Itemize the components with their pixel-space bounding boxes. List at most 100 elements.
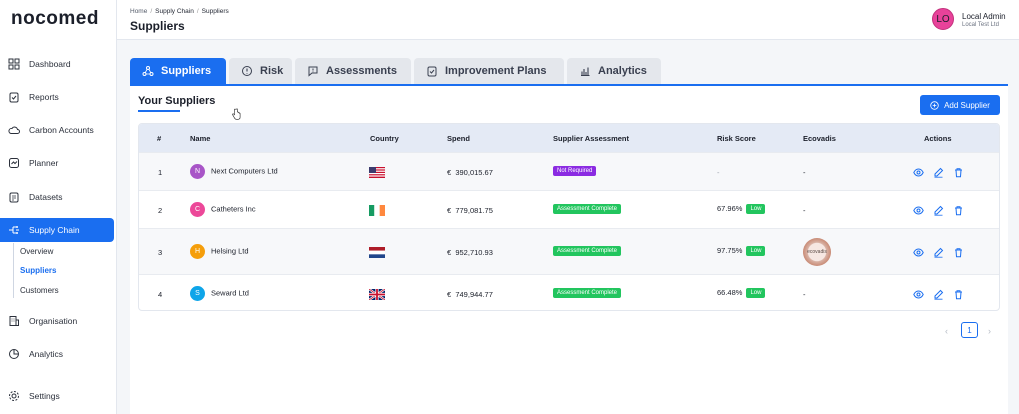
ireland-flag-icon — [369, 205, 385, 216]
hand-cursor-icon — [232, 108, 241, 120]
supplier-name-cell[interactable]: H Helsing Ltd — [190, 244, 249, 259]
supplier-name-cell[interactable]: N Next Computers Ltd — [190, 164, 278, 179]
card-title: Your Suppliers — [138, 95, 216, 107]
sidebar-item-label: Analytics — [29, 349, 64, 359]
spend-cell: € 779,081.75 — [447, 206, 493, 215]
supplier-avatar: S — [190, 286, 205, 301]
delete-icon[interactable] — [953, 167, 964, 178]
sidebar-item-carbon-accounts[interactable]: Carbon Accounts — [0, 118, 114, 142]
dataset-icon — [8, 191, 20, 203]
subnav-item-suppliers[interactable]: Suppliers — [20, 266, 57, 275]
view-icon[interactable] — [913, 205, 924, 216]
sidebar-item-label: Carbon Accounts — [29, 125, 94, 135]
risk-score: 97.75% — [717, 246, 743, 255]
suppliers-card: Your Suppliers Add Supplier # Name Count… — [130, 84, 1008, 414]
page-title: Suppliers — [130, 19, 185, 33]
plus-circle-icon — [930, 100, 939, 110]
top-header: Home / Supply Chain / Suppliers Suppliers LO… — [117, 0, 1019, 40]
edit-icon[interactable] — [933, 167, 944, 178]
add-supplier-button[interactable]: Add Supplier — [920, 95, 1000, 115]
spend-cell: € 749,944.77 — [447, 290, 493, 299]
sidebar-item-label: Settings — [29, 391, 60, 401]
column-header-risk-score[interactable]: Risk Score — [717, 134, 756, 143]
assessment-badge: Assessment Complete — [553, 288, 622, 298]
column-header-country[interactable]: Country — [370, 134, 399, 143]
subnav-line — [13, 243, 14, 298]
table-row[interactable]: 2 C Catheters Inc € 779,081.75 Assessment… — [139, 190, 999, 228]
clipboard-check-icon — [426, 65, 438, 77]
supplier-avatar: N — [190, 164, 205, 179]
sidebar-item-label: Organisation — [29, 316, 78, 326]
view-icon[interactable] — [913, 289, 924, 300]
tab-label: Risk — [260, 65, 284, 77]
tab-suppliers[interactable]: Suppliers — [130, 58, 226, 84]
column-header-spend[interactable]: Spend — [447, 134, 470, 143]
tab-improvement-plans[interactable]: Improvement Plans — [414, 58, 564, 84]
pagination-next[interactable]: › — [988, 326, 991, 336]
assessment-icon — [307, 65, 319, 77]
edit-icon[interactable] — [933, 247, 944, 258]
spend-value: 779,081.75 — [455, 206, 493, 215]
supplier-name: Next Computers Ltd — [211, 166, 278, 176]
delete-icon[interactable] — [953, 289, 964, 300]
breadcrumb-suppliers: Suppliers — [201, 8, 229, 15]
app-logo: nocomed — [11, 8, 99, 29]
ecovadis-cell: - — [803, 290, 806, 299]
building-icon — [8, 315, 20, 327]
user-avatar[interactable]: LO — [932, 8, 954, 30]
column-header-number: # — [157, 134, 162, 143]
breadcrumb-home[interactable]: Home — [130, 8, 148, 15]
risk-score-cell: 67.96% Low — [717, 204, 766, 215]
us-flag-icon — [369, 167, 385, 178]
delete-icon[interactable] — [953, 247, 964, 258]
supplier-avatar: H — [190, 244, 205, 259]
sidebar-item-reports[interactable]: Reports — [0, 85, 114, 109]
sidebar-item-settings[interactable]: Settings — [0, 384, 114, 408]
uk-flag-icon — [369, 289, 385, 300]
sidebar-item-planner[interactable]: Planner — [0, 151, 114, 175]
view-icon[interactable] — [913, 167, 924, 178]
column-header-supplier-assessment[interactable]: Supplier Assessment — [553, 134, 629, 143]
card-title-underline — [138, 110, 180, 112]
sidebar-item-dashboard[interactable]: Dashboard — [0, 52, 114, 76]
tab-risk[interactable]: Risk — [229, 58, 292, 84]
breadcrumb-supply-chain[interactable]: Supply Chain — [155, 8, 194, 15]
table-row[interactable]: 3 H Helsing Ltd € 952,710.93 Assessment C… — [139, 228, 999, 274]
supplier-name-cell[interactable]: C Catheters Inc — [190, 202, 256, 217]
ecovadis-medal[interactable]: ecovadis — [803, 238, 831, 266]
sidebar-item-analytics[interactable]: Analytics — [0, 342, 114, 366]
risk-level-badge: Low — [746, 204, 766, 215]
sidebar-item-datasets[interactable]: Datasets — [0, 185, 114, 209]
supplier-name-cell[interactable]: S Seward Ltd — [190, 286, 249, 301]
suppliers-table: # Name Country Spend Supplier Assessment… — [138, 123, 1000, 311]
analytics-icon — [8, 348, 20, 360]
supplier-name: Helsing Ltd — [211, 246, 249, 256]
table-row[interactable]: 1 N Next Computers Ltd € 390,015.67 Not R… — [139, 152, 999, 190]
column-header-name[interactable]: Name — [190, 134, 211, 143]
tab-analytics[interactable]: Analytics — [567, 58, 661, 84]
tab-label: Assessments — [326, 65, 397, 77]
sidebar-item-organisation[interactable]: Organisation — [0, 309, 114, 333]
add-supplier-label: Add Supplier — [944, 100, 990, 110]
edit-icon[interactable] — [933, 205, 944, 216]
suppliers-icon — [142, 65, 154, 77]
user-name[interactable]: Local Admin — [962, 12, 1006, 21]
table-row[interactable]: 4 S Seward Ltd € 749,944.77 Assessment Co… — [139, 274, 999, 310]
column-header-ecovadis[interactable]: Ecovadis — [803, 134, 836, 143]
sidebar-item-label: Reports — [29, 92, 59, 102]
delete-icon[interactable] — [953, 205, 964, 216]
risk-icon — [241, 65, 253, 77]
pagination-prev[interactable]: ‹ — [945, 326, 948, 336]
view-icon[interactable] — [913, 247, 924, 258]
sidebar-item-supply-chain[interactable]: Supply Chain — [0, 218, 114, 242]
supplier-avatar: C — [190, 202, 205, 217]
edit-icon[interactable] — [933, 289, 944, 300]
breadcrumb: Home / Supply Chain / Suppliers — [130, 8, 229, 15]
user-org: Local Test Ltd — [962, 22, 999, 28]
tab-assessments[interactable]: Assessments — [295, 58, 411, 84]
subnav-item-overview[interactable]: Overview — [20, 247, 54, 256]
currency-symbol: € — [447, 168, 452, 177]
assessment-badge: Assessment Complete — [553, 204, 622, 214]
pagination-page-1[interactable]: 1 — [961, 322, 978, 338]
subnav-item-customers[interactable]: Customers — [20, 286, 59, 295]
